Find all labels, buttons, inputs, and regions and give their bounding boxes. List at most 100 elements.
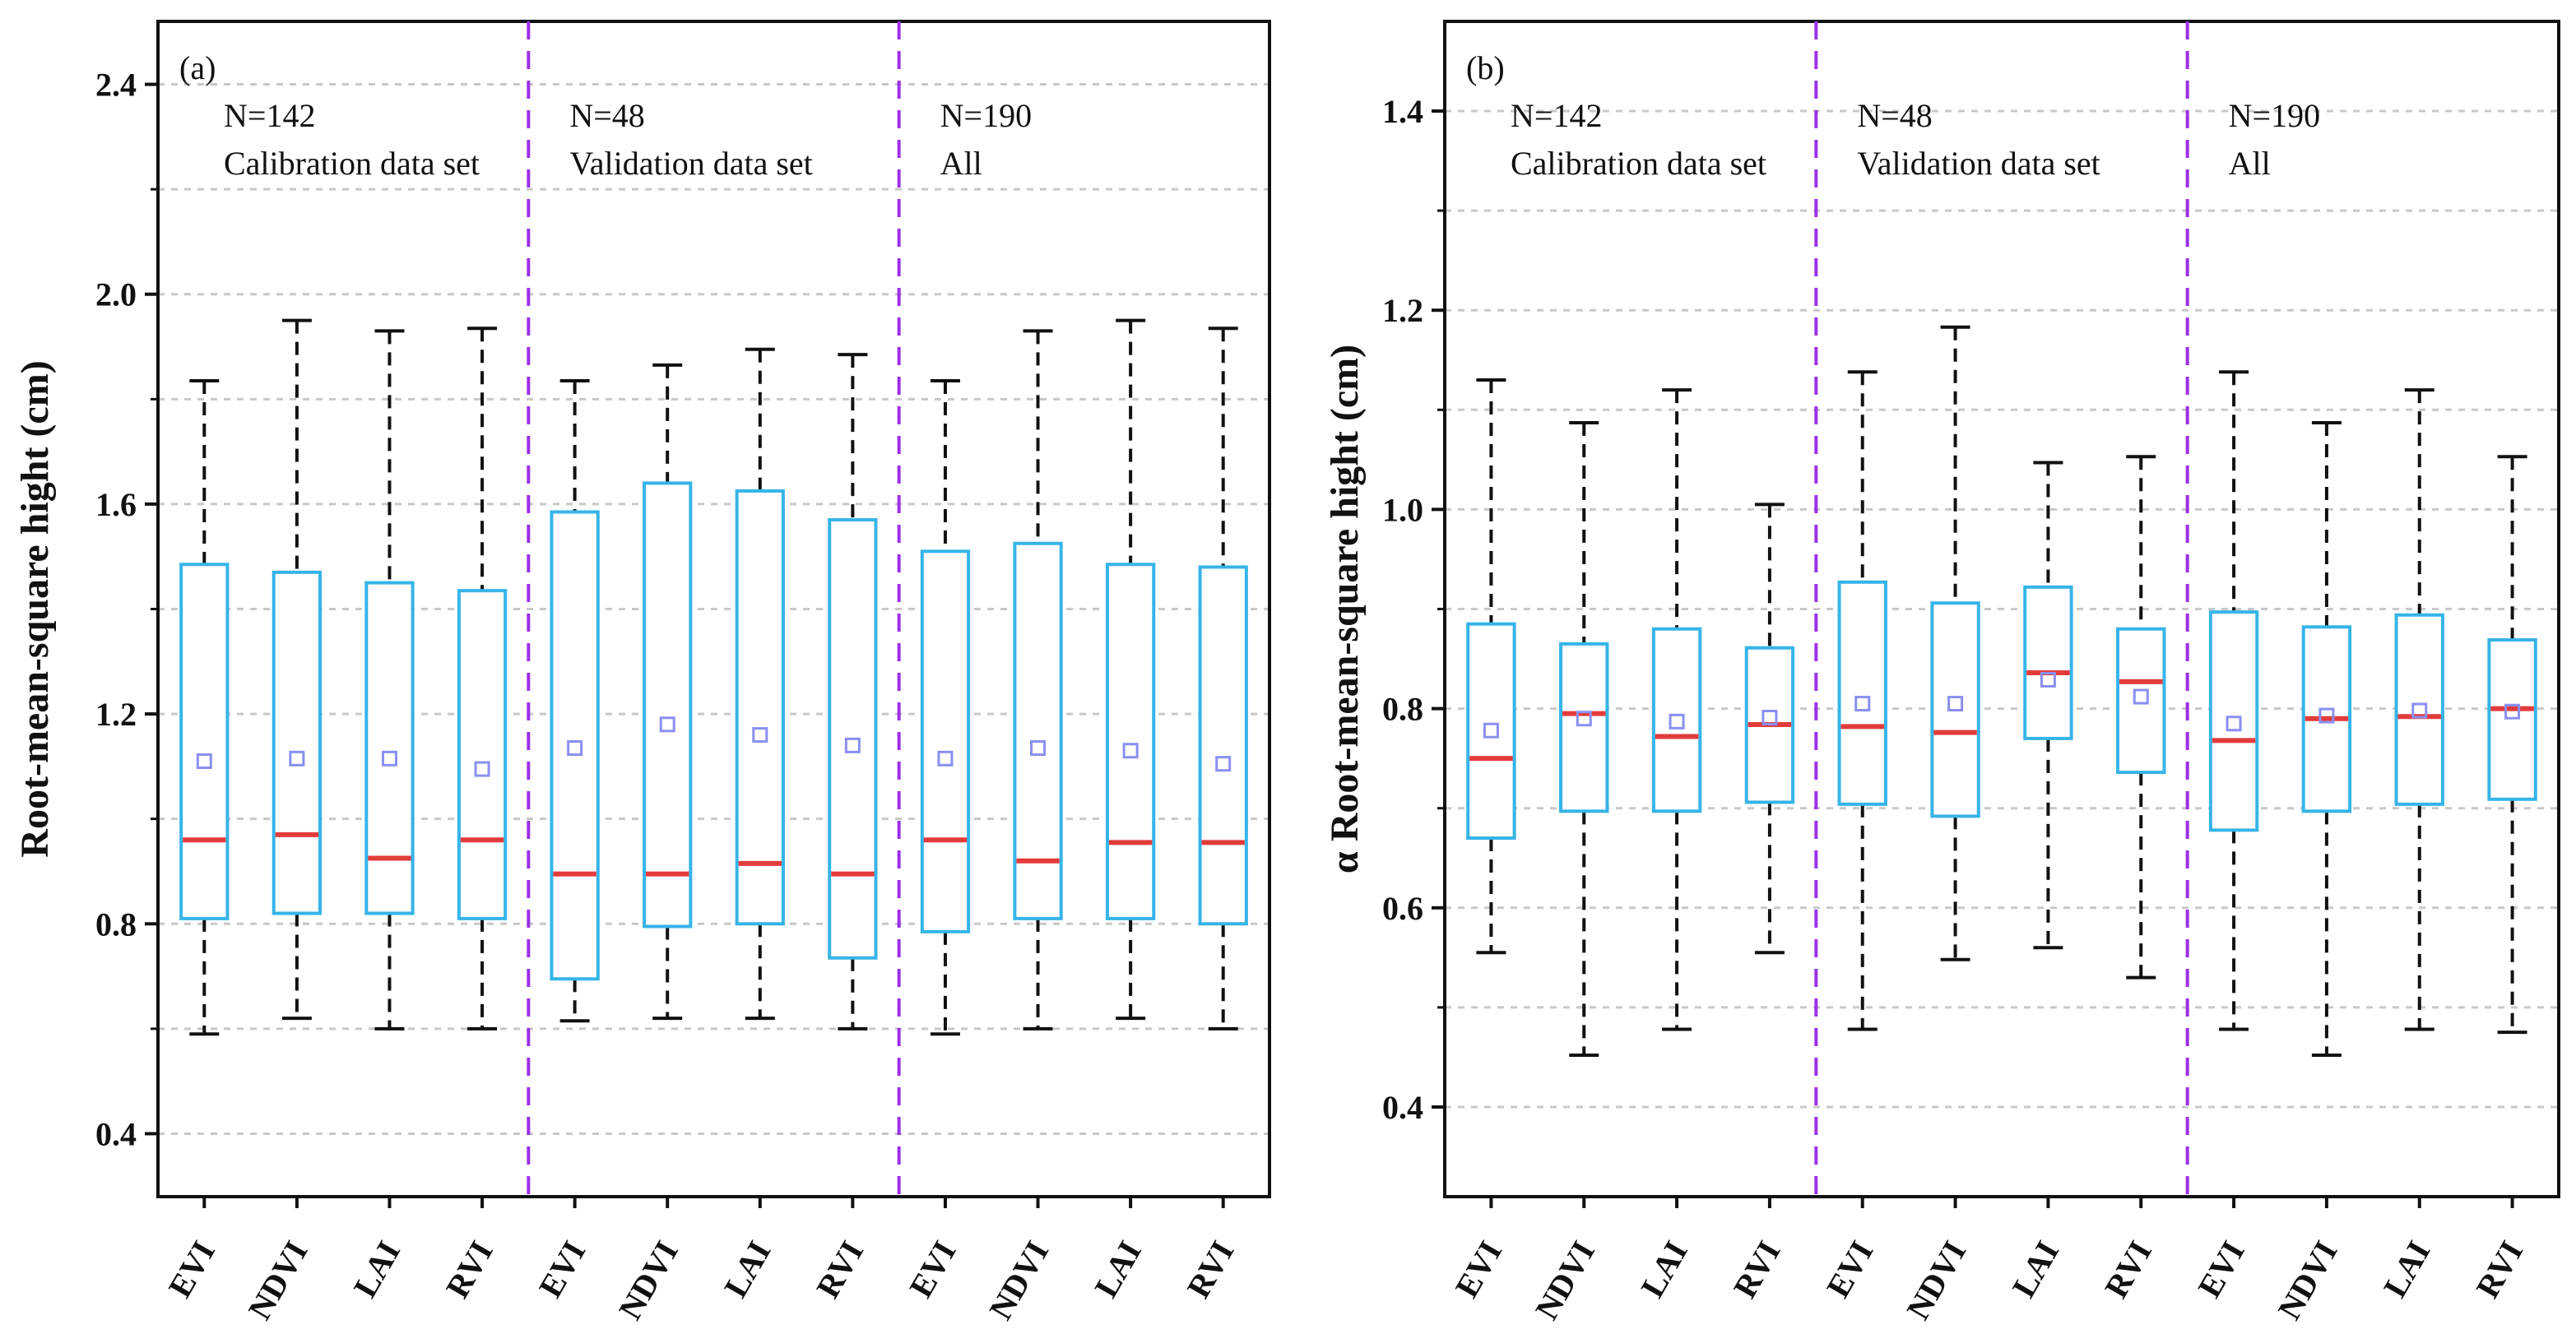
y-tick-label: 0.6 [1382, 890, 1423, 927]
box-rvi [2116, 455, 2166, 980]
mean-marker [659, 716, 675, 733]
x-tick-label: EVI [531, 1234, 593, 1304]
y-tick-label: 1.0 [1382, 491, 1423, 528]
mean-marker [2411, 702, 2428, 719]
chart-panel-a: 0.4 0.8 1.2 1.6 2.0 2.4 Root-mean-square hight… [13, 20, 1271, 1326]
iqr-box [364, 581, 415, 915]
x-tick-label: NDVI [1899, 1234, 1973, 1326]
mean-marker [2504, 703, 2521, 720]
y-tick-label: 0.8 [95, 906, 137, 943]
x-tick-label: LAI [346, 1234, 408, 1304]
box-evi [1837, 370, 1887, 1031]
box-lai [364, 329, 415, 1031]
mean-marker [1854, 696, 1871, 712]
iqr-box [2208, 610, 2259, 832]
group-n-label: N=190 [2229, 97, 2320, 134]
x-tick-label: RVI [439, 1234, 500, 1304]
box-ndvi [1559, 421, 1609, 1058]
mean-marker [844, 737, 861, 753]
x-tick-label: LAI [1087, 1234, 1149, 1304]
iqr-box [2394, 613, 2444, 806]
y-tick-label: 1.2 [1382, 292, 1423, 329]
x-tick-label: RVI [1180, 1234, 1242, 1304]
x-tick-label: NDVI [241, 1234, 315, 1326]
box-lai [2023, 461, 2073, 950]
group-n-label: N=142 [1511, 97, 1602, 134]
box-rvi [457, 327, 508, 1031]
x-tick-label: NDVI [982, 1234, 1056, 1326]
panel-label: (b) [1466, 49, 1505, 86]
iqr-box [457, 589, 508, 920]
iqr-box [272, 570, 323, 915]
iqr-box [1105, 563, 1156, 920]
x-tick-label: LAI [717, 1234, 778, 1304]
mean-marker [2226, 716, 2242, 732]
group-n-label: N=142 [224, 97, 315, 134]
iqr-box [1559, 642, 1609, 813]
group-n-label: N=48 [1857, 97, 1932, 134]
iqr-box [1837, 580, 1887, 806]
box-rvi [1198, 327, 1248, 1031]
mean-marker [1947, 696, 1964, 712]
y-axis-label: Root-mean-square hight (cm) [13, 360, 57, 857]
group-description: Validation data set [1857, 145, 2100, 182]
iqr-box [550, 510, 600, 981]
mean-marker [1483, 722, 1499, 739]
y-tick-label: 0.8 [1382, 691, 1423, 728]
y-tick-label: 0.4 [1382, 1089, 1423, 1126]
iqr-box [920, 549, 971, 933]
mean-marker [196, 753, 212, 770]
mean-marker [2040, 671, 2056, 688]
box-rvi [1744, 503, 1795, 955]
mean-marker [474, 761, 490, 777]
box-rvi [828, 353, 878, 1031]
box-evi [179, 378, 230, 1036]
mean-marker [289, 750, 305, 767]
box-ndvi [2301, 421, 2352, 1058]
mean-marker [1761, 710, 1778, 726]
x-tick-label: LAI [1633, 1234, 1695, 1304]
mean-marker [567, 740, 583, 757]
box-lai [2394, 388, 2444, 1031]
y-axis-label: α Root-mean-square hight (cm) [1323, 345, 1367, 873]
x-tick-label: RVI [1726, 1234, 1788, 1304]
box-lai [1651, 388, 1702, 1031]
box-ndvi [1013, 329, 1063, 1031]
mean-marker [2133, 688, 2149, 705]
mean-marker [2318, 707, 2335, 724]
iqr-box [1466, 622, 1516, 841]
x-tick-label: NDVI [2271, 1234, 2345, 1326]
box-lai [735, 347, 785, 1021]
iqr-box [643, 481, 693, 929]
mean-marker [381, 750, 397, 767]
mean-marker [752, 727, 768, 743]
box-rvi [2487, 455, 2537, 1035]
mean-marker [1669, 713, 1685, 730]
mean-marker [1030, 740, 1047, 757]
box-lai [1105, 318, 1156, 1021]
mean-marker [1215, 756, 1232, 772]
box-ndvi [272, 318, 323, 1021]
x-tick-label: RVI [809, 1234, 870, 1304]
box-evi [550, 378, 600, 1023]
mean-marker [1576, 711, 1592, 727]
y-tick-label: 1.4 [1382, 93, 1423, 130]
box-evi [920, 378, 971, 1036]
box-ndvi [643, 363, 693, 1021]
group-description: Validation data set [569, 145, 812, 182]
box-ndvi [1930, 325, 1980, 961]
iqr-box [1198, 565, 1248, 926]
iqr-box [2023, 585, 2073, 740]
iqr-box [179, 563, 230, 920]
x-tick-label: NDVI [1528, 1234, 1602, 1326]
x-tick-label: EVI [1448, 1234, 1510, 1304]
mean-marker [1122, 743, 1139, 759]
y-tick-label: 2.4 [95, 67, 137, 104]
y-tick-label: 1.6 [95, 486, 137, 523]
group-n-label: N=190 [940, 97, 1032, 134]
group-description: Calibration data set [224, 145, 480, 182]
box-evi [2208, 370, 2259, 1031]
y-tick-label: 1.2 [95, 696, 137, 733]
group-description: All [940, 145, 982, 182]
